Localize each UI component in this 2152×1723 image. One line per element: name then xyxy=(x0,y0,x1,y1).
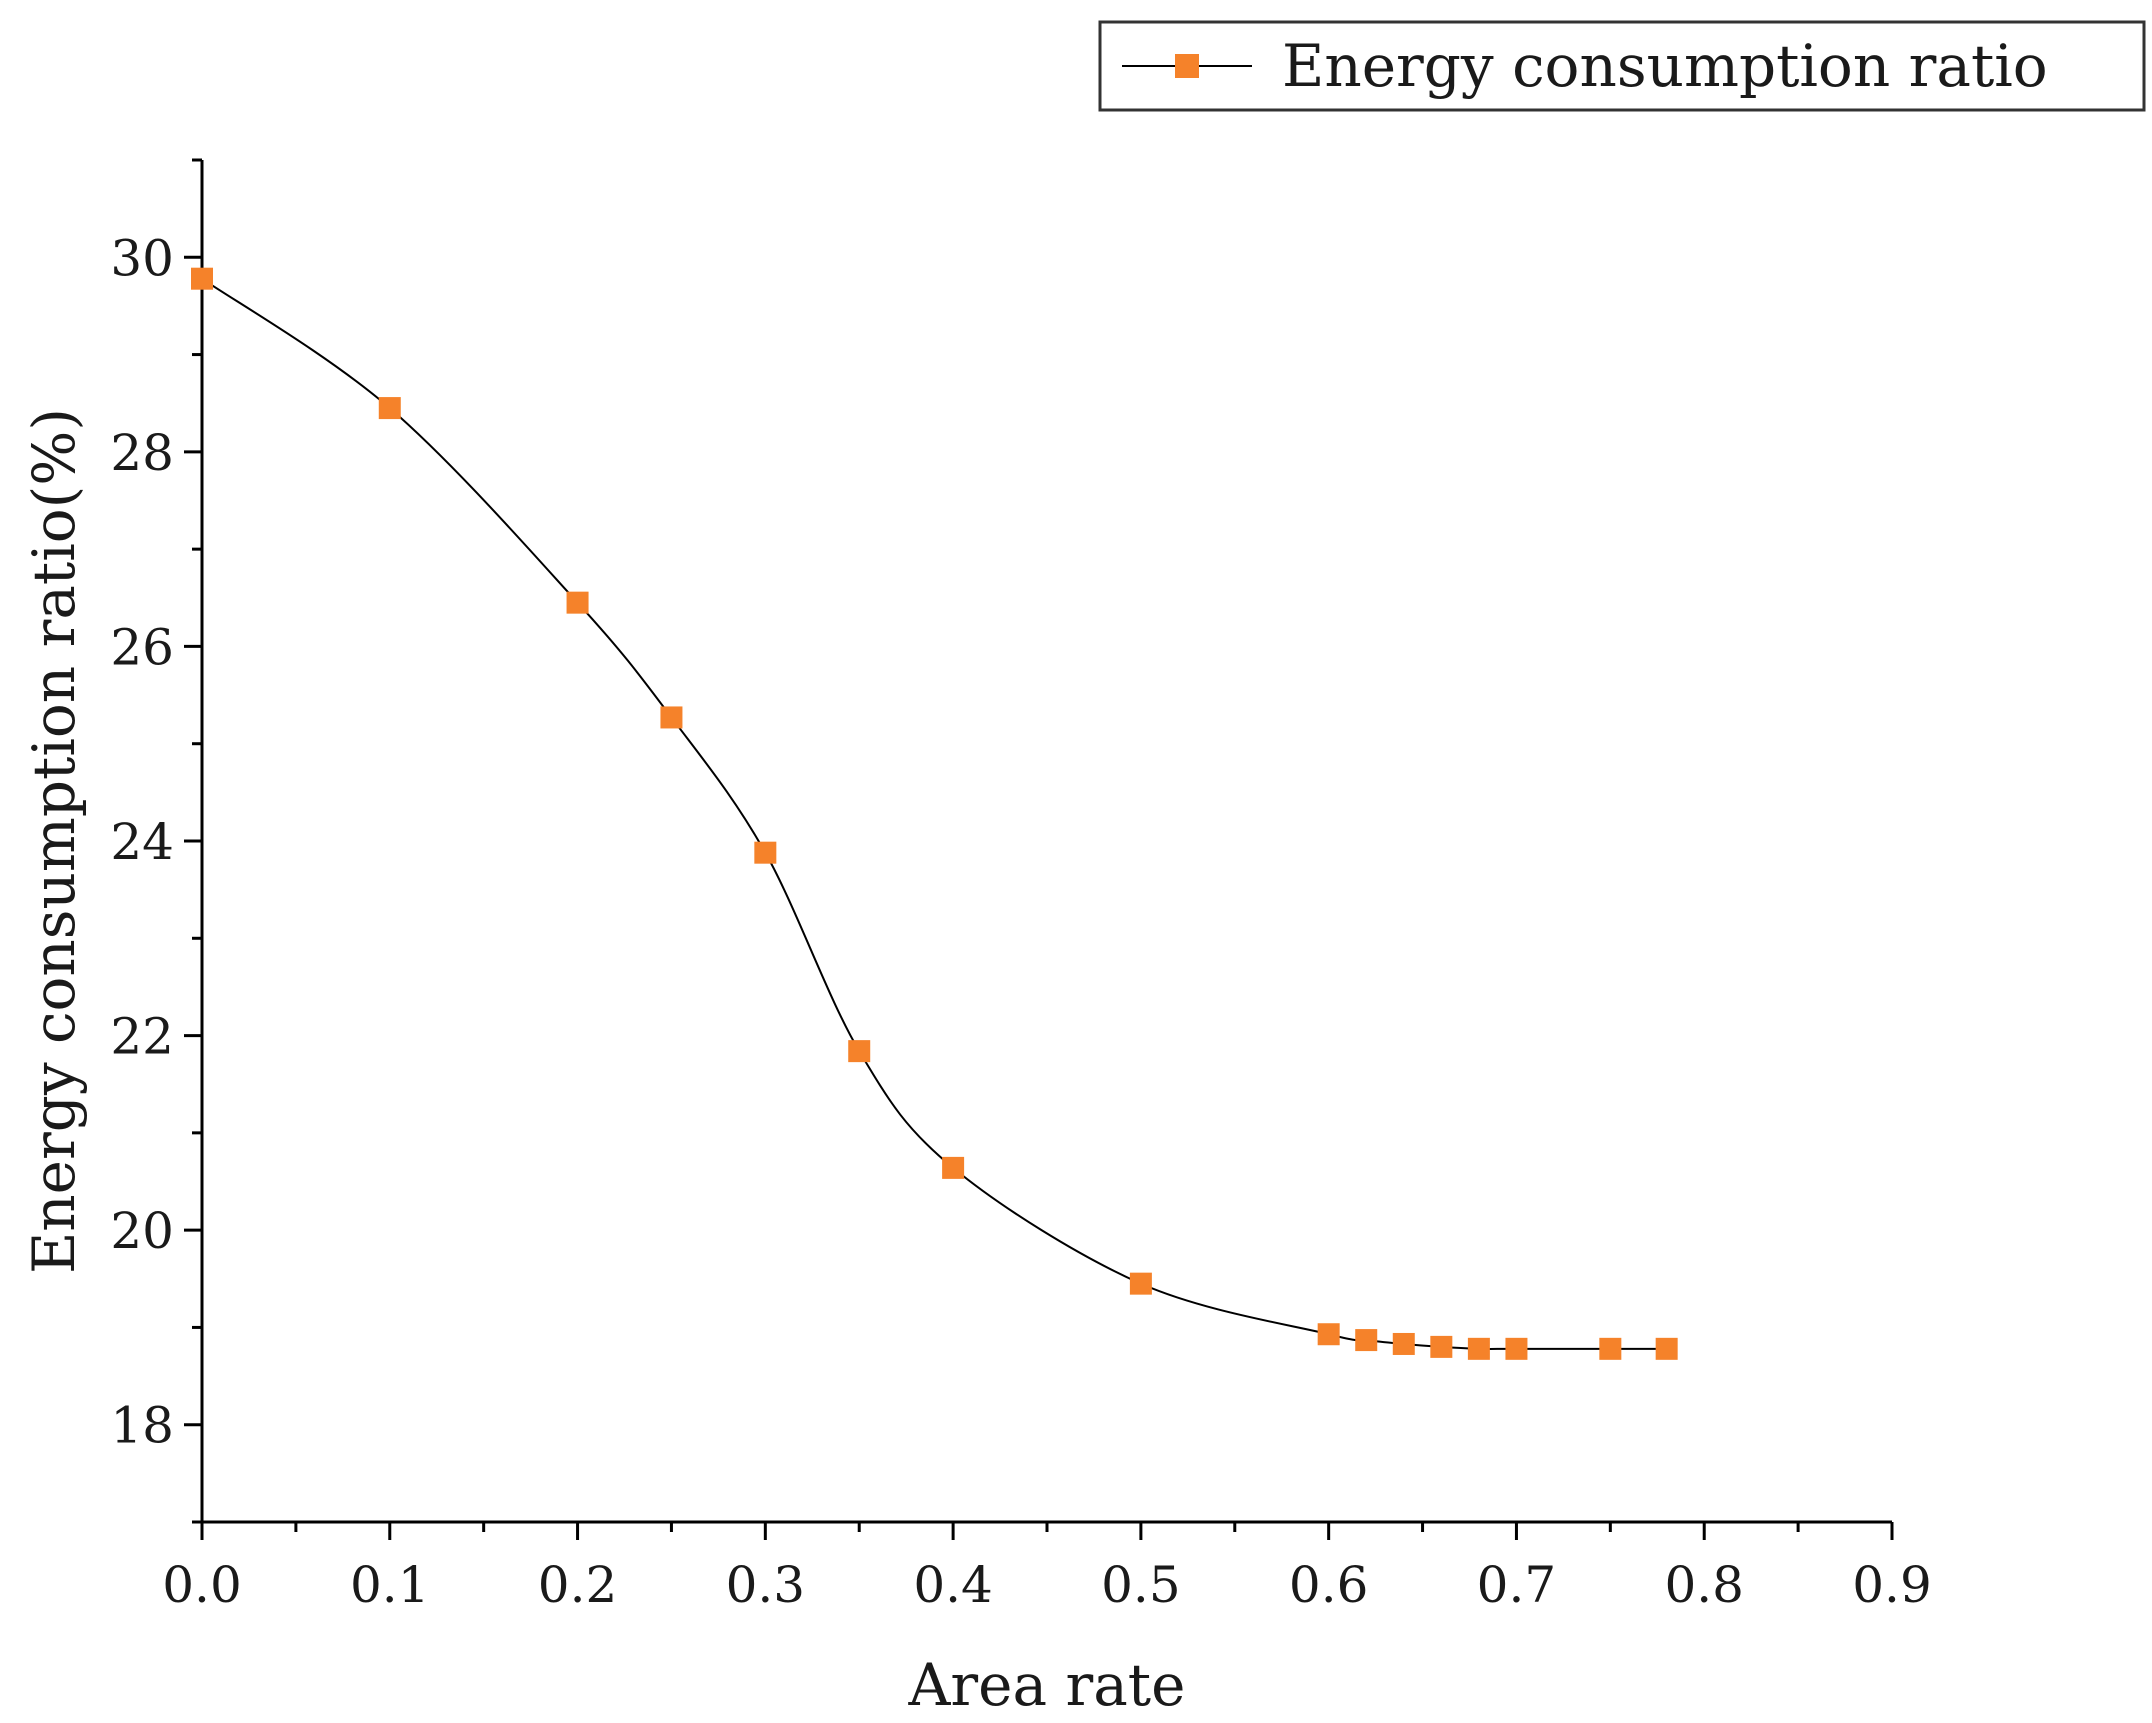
data-point xyxy=(1655,1337,1678,1360)
legend-box xyxy=(1098,20,2146,112)
legend: Energy consumption ratio xyxy=(1098,20,2146,112)
x-tick-label: 0.9 xyxy=(1852,1556,1932,1614)
x-ticks: 0.0 0.1 0.2 0.3 0.4 0.5 0.6 0.7 0.8 0.9 xyxy=(162,1522,1932,1614)
data-point xyxy=(1599,1337,1622,1360)
axes: 0.0 0.1 0.2 0.3 0.4 0.5 0.6 0.7 0.8 0.9 18 20 22 24 2… xyxy=(110,158,1932,1614)
data-point xyxy=(942,1156,965,1179)
data-point xyxy=(1317,1323,1340,1346)
y-ticks: 18 20 22 24 26 28 30 xyxy=(110,158,202,1524)
y-axis-title: Energy consumption ratio(%) xyxy=(20,408,88,1274)
x-tick-label: 0.6 xyxy=(1289,1556,1369,1614)
x-axis-title: Area rate xyxy=(908,1651,1186,1719)
data-point xyxy=(1505,1337,1528,1360)
data-point xyxy=(1467,1337,1490,1360)
data-point xyxy=(848,1040,871,1063)
data-point xyxy=(1392,1332,1415,1355)
data-point xyxy=(660,706,683,729)
data-point xyxy=(566,591,589,614)
data-point xyxy=(1430,1335,1453,1358)
data-point xyxy=(754,841,777,864)
y-tick-label: 18 xyxy=(110,1397,174,1455)
y-tick-label: 22 xyxy=(110,1008,174,1066)
x-tick-label: 0.4 xyxy=(913,1556,993,1614)
y-tick-label: 30 xyxy=(110,229,174,287)
y-tick-label: 20 xyxy=(110,1202,174,1260)
data-point xyxy=(1129,1272,1152,1295)
data-point xyxy=(378,397,401,420)
data-point xyxy=(1355,1329,1378,1352)
legend-label: Energy consumption ratio xyxy=(1282,32,2048,100)
y-tick-label: 28 xyxy=(110,424,174,482)
legend-marker xyxy=(1175,54,1199,78)
x-tick-label: 0.0 xyxy=(162,1556,242,1614)
x-tick-label: 0.7 xyxy=(1477,1556,1557,1614)
y-tick-label: 26 xyxy=(110,618,174,676)
x-tick-label: 0.3 xyxy=(726,1556,806,1614)
data-point xyxy=(191,267,213,290)
x-tick-label: 0.8 xyxy=(1664,1556,1744,1614)
x-tick-label: 0.2 xyxy=(538,1556,618,1614)
x-tick-label: 0.5 xyxy=(1101,1556,1181,1614)
y-tick-label: 24 xyxy=(110,813,174,871)
series-layer xyxy=(191,267,1678,1360)
x-tick-label: 0.1 xyxy=(350,1556,430,1614)
